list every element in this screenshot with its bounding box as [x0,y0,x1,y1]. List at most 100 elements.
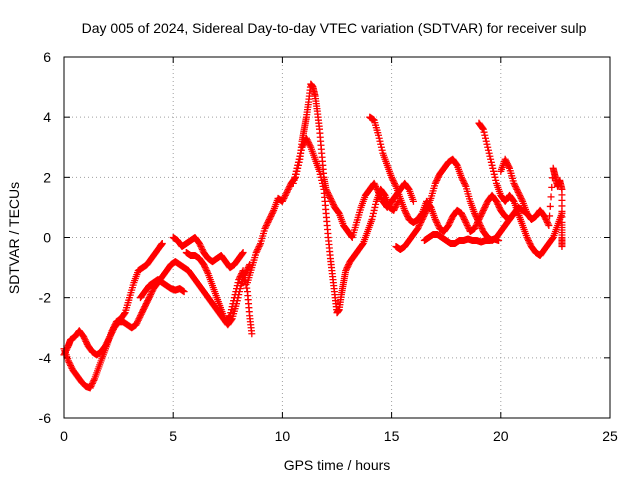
data-point [391,181,399,189]
data-point [233,285,241,293]
data-point [371,203,379,211]
data-point [239,249,247,257]
data-point [294,161,302,169]
data-point [82,337,90,345]
data-point [478,224,486,232]
x-tick-label: 25 [602,428,618,444]
data-point [140,304,148,312]
data-point [144,297,152,305]
data-point [491,173,499,181]
data-point [482,134,490,142]
data-point [503,158,511,166]
data-point [459,212,467,220]
data-point [107,331,115,339]
data-point [318,176,326,184]
data-point [120,310,128,318]
data-point [511,181,519,189]
data-point [433,218,441,226]
data-point [446,218,454,226]
data-point [404,184,412,192]
y-tick-label: -4 [39,350,52,366]
data-point [558,243,566,251]
y-tick-label: 4 [43,109,51,125]
data-point [480,128,488,136]
data-point [544,220,552,228]
data-point [487,155,495,163]
x-tick-label: 5 [169,428,177,444]
data-point [283,188,291,196]
data-point [517,194,525,202]
data-point [325,191,333,199]
data-point [103,339,111,347]
data-point [542,215,550,223]
data-point [479,208,487,216]
data-point [401,206,409,214]
data-point [460,215,468,223]
data-point [404,212,412,220]
data-point [482,202,490,210]
data-point [463,221,471,229]
data-point [374,131,382,139]
data-point [447,217,455,225]
data-point [545,221,553,229]
data-point [201,264,209,272]
data-point [414,224,422,232]
series-trace-4 [169,234,247,272]
data-point [88,381,96,389]
data-point [198,246,206,254]
data-point [546,212,554,220]
data-point [420,212,428,220]
data-point [198,244,206,252]
data-point [421,209,429,217]
data-point [513,185,521,193]
series-trace-3 [136,276,188,302]
data-point [61,348,69,356]
data-point [504,161,512,169]
data-point [380,190,388,198]
data-point [369,212,377,220]
data-point [460,214,468,222]
data-point [106,333,114,341]
data-point [239,267,247,275]
data-point [203,267,211,275]
data-point [65,358,73,366]
data-point [81,336,89,344]
data-point [368,215,376,223]
data-point [369,209,377,217]
data-point [180,288,188,296]
data-point [461,181,469,189]
data-point [484,143,492,151]
data-point [481,203,489,211]
data-point [66,360,74,368]
data-point [376,137,384,145]
data-point [299,142,307,150]
data-point [526,240,534,248]
data-point [541,214,549,222]
x-tick-label: 20 [493,428,509,444]
data-point [302,134,310,142]
data-point [518,196,526,204]
data-point [202,265,210,273]
data-point [358,241,366,249]
data-point [281,193,289,201]
data-point [228,303,236,311]
data-point [269,208,277,216]
y-tick-label: -6 [39,410,52,426]
series-trace-10 [420,230,503,248]
data-point [265,217,273,225]
data-point [495,203,503,211]
data-point [484,146,492,154]
data-point [447,215,455,223]
data-point [493,199,501,207]
data-point [370,206,378,214]
data-point [86,384,94,392]
data-point [548,235,556,243]
data-point [486,152,494,160]
data-point [226,312,234,320]
data-point [248,330,256,338]
data-point [281,191,289,199]
data-point [236,273,244,281]
data-point [416,220,424,228]
data-point [256,241,264,249]
data-point [252,249,260,257]
